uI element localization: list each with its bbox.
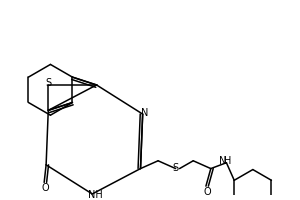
Text: O: O <box>41 183 49 193</box>
Text: N: N <box>219 156 226 166</box>
Text: O: O <box>203 187 211 197</box>
Text: S: S <box>172 163 179 173</box>
Text: H: H <box>224 156 231 166</box>
Text: NH: NH <box>88 190 103 200</box>
Text: S: S <box>45 78 51 88</box>
Text: N: N <box>141 108 148 118</box>
